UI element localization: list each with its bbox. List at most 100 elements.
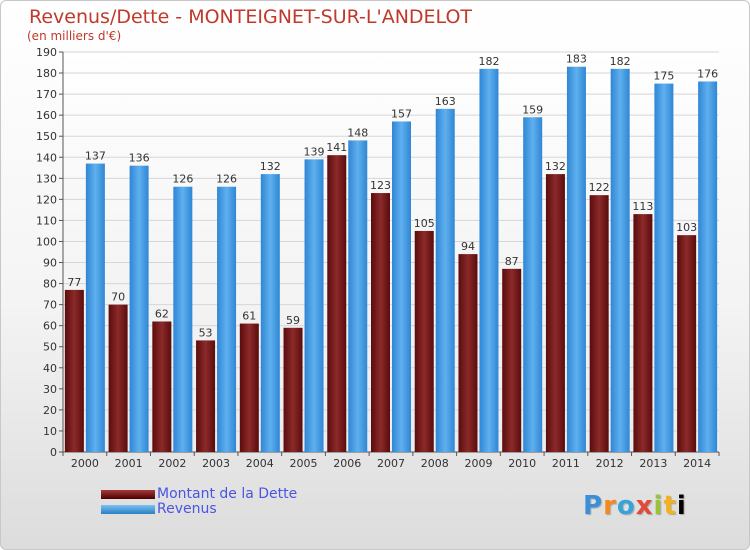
- y-tick-label: 60: [43, 320, 57, 333]
- y-tick-label: 70: [43, 299, 57, 312]
- x-tick-label: 2002: [158, 457, 186, 470]
- bar-revenus: [85, 163, 105, 452]
- data-label-revenus: 132: [260, 160, 281, 173]
- bar-dette: [196, 340, 216, 452]
- y-tick-label: 110: [36, 214, 57, 227]
- data-label-revenus: 148: [347, 126, 368, 139]
- plot-area: [63, 52, 719, 452]
- bar-dette: [458, 254, 478, 452]
- y-tick-label: 160: [36, 109, 57, 122]
- x-tick-label: 2003: [202, 457, 230, 470]
- data-label-dette: 122: [589, 181, 610, 194]
- bar-dette: [239, 323, 259, 452]
- data-label-revenus: 126: [172, 173, 193, 186]
- bar-revenus: [173, 186, 193, 452]
- data-label-revenus: 175: [653, 70, 674, 83]
- data-label-dette: 87: [505, 255, 519, 268]
- data-label-revenus: 136: [129, 152, 150, 165]
- y-tick-label: 30: [43, 383, 57, 396]
- data-label-revenus: 137: [85, 150, 106, 163]
- data-label-dette: 123: [370, 179, 391, 192]
- y-tick-label: 50: [43, 341, 57, 354]
- data-label-dette: 53: [199, 326, 213, 339]
- bar-dette: [633, 214, 653, 452]
- data-label-revenus: 182: [478, 55, 499, 68]
- legend-swatch-revenus: [101, 505, 155, 514]
- x-tick-label: 2012: [596, 457, 624, 470]
- bar-dette: [283, 327, 303, 452]
- y-tick-label: 10: [43, 425, 57, 438]
- bar-dette: [589, 195, 609, 452]
- data-label-dette: 61: [242, 310, 256, 323]
- data-label-revenus: 176: [697, 67, 718, 80]
- chart-subtitle: (en milliers d'€): [27, 29, 122, 43]
- bar-dette: [327, 155, 347, 452]
- data-label-dette: 59: [286, 314, 300, 327]
- y-tick-label: 170: [36, 88, 57, 101]
- data-label-dette: 103: [676, 221, 697, 234]
- bar-dette: [64, 289, 84, 452]
- y-tick-label: 130: [36, 172, 57, 185]
- data-label-revenus: 159: [522, 103, 543, 116]
- bar-dette: [152, 321, 172, 452]
- bar-revenus: [348, 140, 368, 452]
- x-tick-label: 2014: [683, 457, 711, 470]
- bar-dette: [108, 304, 128, 452]
- bar-revenus: [479, 68, 499, 452]
- bar-dette: [502, 268, 522, 452]
- x-tick-label: 2001: [115, 457, 143, 470]
- data-label-dette: 77: [67, 276, 81, 289]
- x-tick-label: 2006: [333, 457, 361, 470]
- x-tick-label: 2013: [639, 457, 667, 470]
- y-tick-label: 190: [36, 46, 57, 59]
- legend-label-revenus: Revenus: [157, 501, 217, 517]
- x-tick-label: 2009: [464, 457, 492, 470]
- data-label-dette: 113: [632, 200, 653, 213]
- bar-revenus: [610, 68, 630, 452]
- y-tick-label: 180: [36, 67, 57, 80]
- y-tick-label: 120: [36, 193, 57, 206]
- data-label-dette: 141: [326, 141, 347, 154]
- bar-revenus: [129, 165, 149, 452]
- bar-dette: [371, 193, 390, 453]
- data-label-revenus: 182: [610, 55, 631, 68]
- x-tick-label: 2004: [246, 457, 274, 470]
- bar-revenus: [217, 186, 237, 452]
- bar-revenus: [304, 159, 324, 453]
- bar-dette: [414, 230, 434, 452]
- y-tick-label: 80: [43, 278, 57, 291]
- legend-label-dette: Montant de la Dette: [157, 486, 298, 502]
- y-tick-label: 150: [36, 130, 57, 143]
- data-label-revenus: 183: [566, 53, 587, 66]
- data-label-dette: 132: [545, 160, 566, 173]
- y-tick-label: 90: [43, 257, 57, 270]
- legend-swatch-dette: [101, 490, 155, 499]
- bar-revenus: [566, 66, 586, 452]
- bar-dette: [545, 174, 565, 452]
- y-tick-label: 0: [50, 446, 57, 459]
- bar-revenus: [654, 83, 674, 452]
- bar-revenus: [392, 121, 411, 452]
- bar-revenus: [698, 81, 718, 452]
- x-tick-label: 2010: [508, 457, 536, 470]
- x-tick-label: 2005: [290, 457, 318, 470]
- y-tick-label: 100: [36, 235, 57, 248]
- bar-dette: [677, 235, 697, 452]
- bar-revenus: [523, 117, 543, 453]
- data-label-dette: 62: [155, 307, 169, 320]
- data-label-revenus: 126: [216, 173, 237, 186]
- x-tick-label: 2008: [421, 457, 449, 470]
- data-label-revenus: 163: [435, 95, 456, 108]
- data-label-revenus: 139: [304, 145, 325, 158]
- chart-title: Revenus/Dette - MONTEIGNET-SUR-L'ANDELOT: [29, 6, 473, 28]
- data-label-dette: 94: [461, 240, 475, 253]
- y-tick-label: 140: [36, 151, 57, 164]
- bar-revenus: [260, 174, 280, 452]
- y-tick-label: 40: [43, 362, 57, 375]
- data-label-dette: 70: [111, 291, 125, 304]
- x-tick-label: 2000: [71, 457, 99, 470]
- x-tick-label: 2011: [552, 457, 580, 470]
- data-label-revenus: 157: [391, 107, 412, 120]
